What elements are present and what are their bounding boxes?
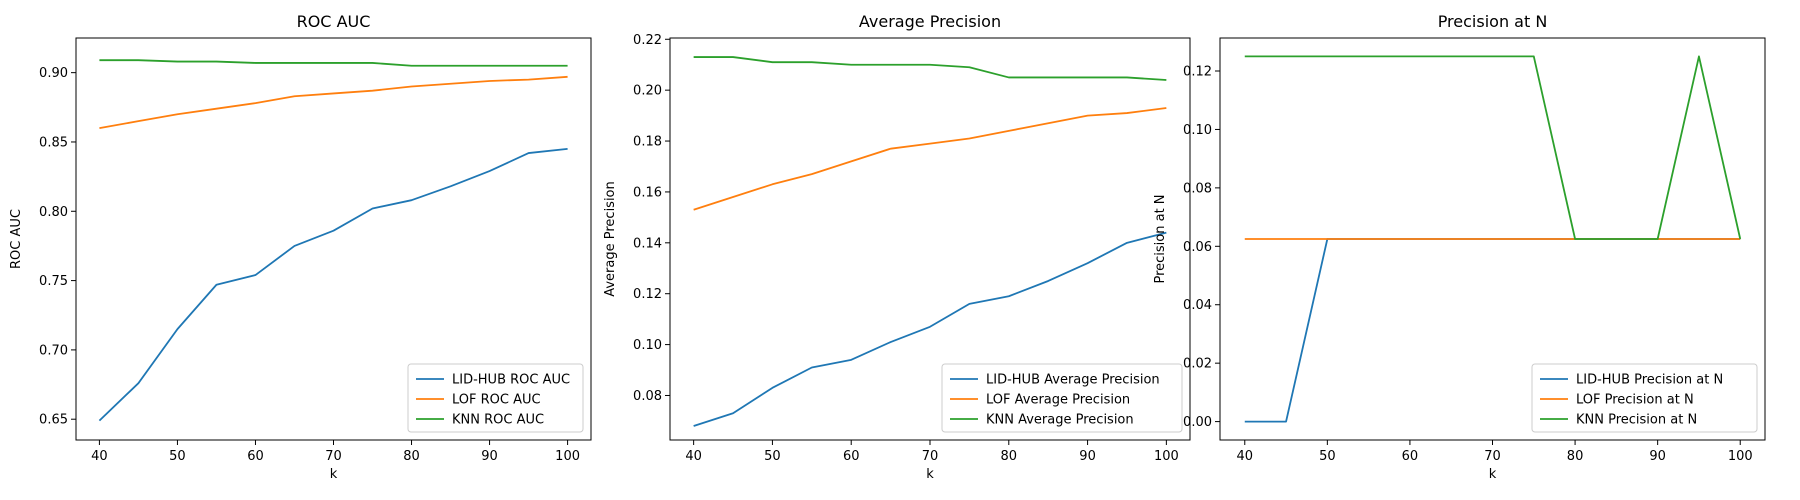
chart-title: ROC AUC bbox=[297, 12, 371, 31]
series-line-2 bbox=[99, 75, 568, 129]
x-tick-label: 60 bbox=[247, 449, 264, 464]
x-tick-label: 40 bbox=[685, 449, 702, 464]
x-tick-label: 70 bbox=[922, 449, 939, 464]
x-tick-label: 90 bbox=[1649, 449, 1666, 464]
legend: LID-HUB ROC AUC LOF ROC AUC KNN ROC AUC bbox=[407, 363, 584, 433]
series-line-3 bbox=[1244, 55, 1742, 240]
y-tick-label: 0.12 bbox=[1183, 65, 1212, 80]
legend-entry: LOF Precision at N bbox=[1576, 393, 1694, 408]
y-tick-label: 0.20 bbox=[633, 84, 662, 99]
legend: LID-HUB Precision at N LOF Precision at N… bbox=[1531, 363, 1758, 433]
series-line-1 bbox=[98, 148, 568, 422]
x-tick-label: 40 bbox=[1236, 449, 1253, 464]
y-tick-label: 0.12 bbox=[633, 287, 662, 302]
y-tick-label: 0.22 bbox=[633, 33, 662, 48]
y-tick-label: 0.70 bbox=[39, 343, 68, 358]
y-tick-label: 0.14 bbox=[633, 236, 662, 251]
legend: LID-HUB Average Precision LOF Average Pre… bbox=[941, 363, 1183, 433]
legend-box bbox=[407, 363, 584, 433]
y-tick-label: 0.65 bbox=[39, 413, 68, 428]
x-tick-label: 60 bbox=[1402, 449, 1419, 464]
x-axis-label: k bbox=[1489, 467, 1497, 482]
legend-entry: LOF ROC AUC bbox=[452, 393, 541, 408]
y-tick-label: 0.10 bbox=[1183, 123, 1212, 138]
x-tick-label: 80 bbox=[1001, 449, 1018, 464]
legend-entry: LID-HUB Average Precision bbox=[986, 373, 1160, 388]
y-tick-label: 0.06 bbox=[1183, 240, 1212, 255]
y-tick-label: 0.08 bbox=[633, 389, 662, 404]
x-tick-label: 80 bbox=[1567, 449, 1584, 464]
y-tick-label: 0.08 bbox=[1183, 181, 1212, 196]
y-tick-label: 0.04 bbox=[1183, 298, 1212, 313]
legend-entry: LID-HUB Precision at N bbox=[1576, 373, 1723, 388]
x-tick-label: 70 bbox=[325, 449, 342, 464]
x-tick-label: 60 bbox=[843, 449, 860, 464]
y-axis-label: Precision at N bbox=[1153, 194, 1168, 283]
chart-title: Average Precision bbox=[859, 12, 1001, 31]
y-tick-label: 0.00 bbox=[1183, 415, 1212, 430]
y-tick-label: 0.16 bbox=[633, 185, 662, 200]
x-tick-label: 100 bbox=[555, 449, 580, 464]
series-line-2 bbox=[693, 107, 1167, 211]
chart-panel-3: Precision at N 40 50 60 70 80 90 100 0.00 0.02 0.0… bbox=[1153, 12, 1766, 482]
legend-box bbox=[941, 363, 1183, 433]
x-axis-label: k bbox=[330, 467, 338, 482]
x-tick-label: 50 bbox=[169, 449, 186, 464]
y-tick-label: 0.90 bbox=[39, 66, 68, 81]
y-tick-label: 0.10 bbox=[633, 338, 662, 353]
legend-entry: KNN ROC AUC bbox=[452, 413, 544, 428]
x-tick-label: 100 bbox=[1154, 449, 1179, 464]
series-line-3 bbox=[99, 59, 568, 67]
chart-panel-2: Average Precision 40 50 60 70 80 90 100 0.08 0.10… bbox=[603, 12, 1191, 482]
legend-entry: KNN Precision at N bbox=[1576, 413, 1697, 428]
chart-panel-1: ROC AUC 40 50 60 70 80 90 100 0.65 0.70 0.75 0.80 0.… bbox=[9, 12, 592, 482]
legend-entry: KNN Average Precision bbox=[986, 413, 1134, 428]
chart-title: Precision at N bbox=[1438, 12, 1548, 31]
x-tick-label: 90 bbox=[481, 449, 498, 464]
y-tick-label: 0.18 bbox=[633, 135, 662, 150]
x-tick-label: 80 bbox=[403, 449, 420, 464]
series-line-3 bbox=[693, 56, 1167, 81]
legend-entry: LID-HUB ROC AUC bbox=[452, 373, 570, 388]
legend-box bbox=[1531, 363, 1758, 433]
y-axis-label: Average Precision bbox=[603, 181, 618, 297]
y-tick-label: 0.80 bbox=[39, 205, 68, 220]
x-tick-label: 50 bbox=[1319, 449, 1336, 464]
y-tick-label: 0.85 bbox=[39, 135, 68, 150]
legend-entry: LOF Average Precision bbox=[986, 393, 1130, 408]
y-tick-label: 0.02 bbox=[1183, 357, 1212, 372]
series-line-1 bbox=[693, 231, 1167, 427]
x-axis-label: k bbox=[926, 467, 934, 482]
x-tick-label: 50 bbox=[764, 449, 781, 464]
y-tick-label: 0.75 bbox=[39, 274, 68, 289]
x-tick-label: 90 bbox=[1079, 449, 1096, 464]
x-tick-label: 70 bbox=[1484, 449, 1501, 464]
x-tick-label: 40 bbox=[91, 449, 108, 464]
y-axis-label: ROC AUC bbox=[9, 209, 24, 269]
x-tick-label: 100 bbox=[1728, 449, 1753, 464]
